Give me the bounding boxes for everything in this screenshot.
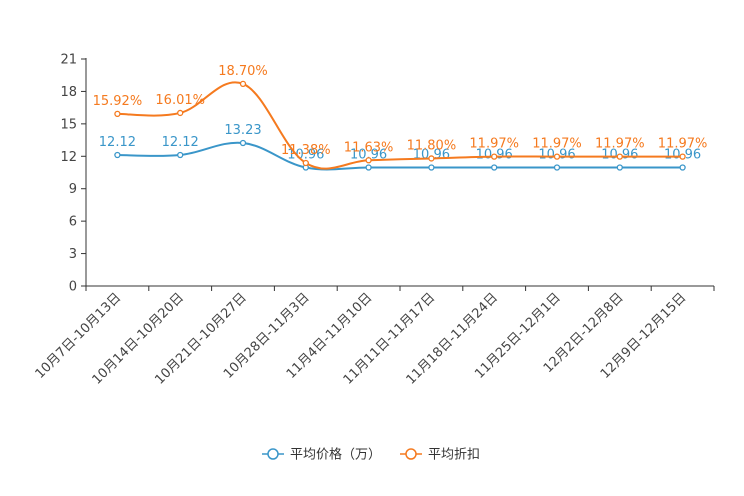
y-tick-label: 0 (69, 280, 77, 295)
legend-marker (267, 448, 279, 460)
legend-label: 平均价格（万） (290, 447, 381, 463)
legend-item-avg-discount: 平均折扣 (400, 448, 480, 463)
data-point (553, 164, 561, 171)
series-avg-discount: 15.92% 16.01% 18.70% 11.38% 11.63% 11.80% 11.9… (93, 64, 708, 170)
data-point (239, 80, 247, 88)
series-line (117, 141, 683, 171)
data-label: 11.80% (407, 138, 457, 153)
data-point (114, 151, 121, 159)
data-label: 11.97% (469, 137, 519, 152)
y-tick-label: 15 (60, 117, 77, 132)
data-point (302, 159, 309, 167)
data-point (428, 155, 435, 162)
legend-item-avg-price: 平均价格（万） (262, 447, 381, 463)
data-point (239, 139, 247, 147)
data-label: 15.92% (93, 94, 143, 109)
data-label: 10.96 (350, 148, 387, 163)
data-point (491, 153, 498, 160)
data-point (177, 109, 184, 117)
data-label: 11.97% (532, 137, 582, 152)
y-tick-label: 6 (69, 215, 77, 230)
data-point (679, 164, 686, 171)
series-line (117, 81, 683, 170)
data-label: 10.96 (287, 148, 324, 163)
y-tick-label: 21 (60, 53, 77, 68)
data-label: 12.12 (99, 135, 136, 150)
data-label: 13.23 (224, 123, 261, 138)
data-label: 11.63% (344, 140, 394, 155)
legend-marker (405, 448, 417, 460)
y-tick-label: 12 (60, 150, 77, 165)
data-point (114, 110, 121, 118)
data-label: 12.12 (162, 135, 199, 150)
data-label: 16.01% (155, 93, 205, 108)
data-point (616, 153, 623, 160)
y-tick-label: 18 (60, 85, 77, 100)
data-point (428, 164, 435, 171)
series-layer: 12.1212.1213.2310.9610.9610.9610.9610.96… (93, 64, 708, 171)
data-label: 18.70% (218, 64, 268, 79)
data-point (616, 164, 623, 171)
chart-legend: 平均价格（万） 平均折扣 (262, 447, 480, 463)
data-point (491, 164, 498, 171)
data-point (177, 151, 184, 159)
y-tick-label: 3 (69, 247, 77, 262)
legend-label: 平均折扣 (428, 448, 480, 463)
data-label: 11.97% (595, 137, 645, 152)
data-label: 11.38% (281, 143, 331, 158)
data-label: 11.97% (658, 137, 708, 152)
data-point (365, 157, 372, 164)
y-tick-label: 9 (69, 182, 77, 197)
data-point (679, 153, 686, 160)
data-point (553, 153, 561, 160)
data-point (365, 164, 372, 171)
